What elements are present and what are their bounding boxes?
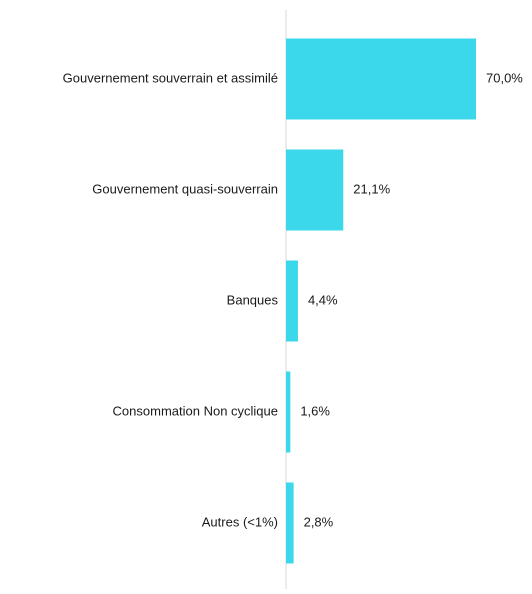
value-label-2: 4,4% (308, 292, 338, 307)
value-label-3: 1,6% (300, 403, 330, 418)
value-label-0: 70,0% (486, 70, 523, 85)
bar-2 (286, 260, 298, 342)
bar-4 (286, 482, 294, 564)
bar-0 (286, 38, 476, 120)
value-labels-group: 70,0% 21,1% 4,4% 1,6% 2,8% (300, 70, 523, 529)
bar-1 (286, 149, 344, 231)
category-label-3: Consommation Non cyclique (113, 403, 278, 418)
bars-group (286, 38, 476, 564)
category-label-0: Gouvernement souverrain et assimilé (63, 70, 278, 85)
value-label-1: 21,1% (353, 181, 390, 196)
category-label-1: Gouvernement quasi-souverrain (92, 181, 278, 196)
category-label-4: Autres (<1%) (202, 514, 278, 529)
category-labels-group: Gouvernement souverrain et assimilé Gouve… (63, 70, 279, 529)
value-label-4: 2,8% (304, 514, 334, 529)
category-label-2: Banques (227, 292, 279, 307)
bar-3 (286, 371, 291, 453)
